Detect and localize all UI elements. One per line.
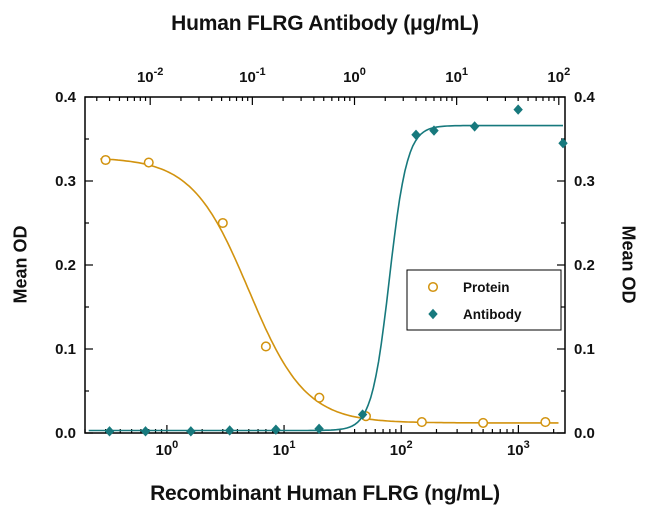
svg-text:102: 102 [547, 66, 570, 86]
protein-point-marker [217, 217, 228, 229]
protein-point-marker [100, 154, 111, 166]
protein-point-marker [260, 341, 271, 352]
svg-text:103: 103 [507, 439, 530, 459]
antibody-point-marker [558, 138, 568, 149]
antibody-point-marker [140, 426, 151, 437]
protein-point-marker [540, 417, 551, 428]
protein-point-marker [478, 417, 489, 428]
svg-text:102: 102 [390, 439, 413, 459]
protein-point-marker [143, 157, 154, 168]
svg-text:0.0: 0.0 [55, 425, 76, 442]
svg-text:100: 100 [343, 66, 366, 86]
top-axis-title: Human FLRG Antibody (μg/mL) [171, 12, 479, 35]
antibody-point-marker [104, 426, 115, 437]
svg-text:0.2: 0.2 [574, 257, 595, 274]
svg-text:0.3: 0.3 [55, 173, 76, 190]
legend-protein-marker [427, 281, 439, 293]
legend-antibody-label: Antibody [463, 307, 522, 322]
legend-antibody-marker [428, 308, 438, 320]
protein-data-points [100, 154, 551, 428]
svg-text:0.1: 0.1 [574, 341, 595, 358]
plot-frame [84, 96, 566, 434]
protein-point-marker [314, 392, 325, 403]
top-axis-tick-labels: 10-2 10-1 100 101 102 [137, 66, 570, 86]
svg-text:0.4: 0.4 [574, 89, 596, 106]
antibody-point-marker [314, 423, 324, 434]
svg-text:100: 100 [155, 439, 178, 459]
svg-text:0.0: 0.0 [574, 425, 595, 442]
top-axis-ticks [96, 97, 560, 105]
svg-text:0.2: 0.2 [55, 257, 76, 274]
svg-text:101: 101 [273, 439, 296, 459]
antibody-point-marker [411, 129, 421, 140]
antibody-point-marker [186, 426, 196, 437]
antibody-curve [88, 124, 563, 432]
antibody-data-points [104, 104, 568, 437]
y-axis-tick-labels: 0.0 0.0 0.1 0.1 0.2 0.2 0.3 0.3 0.4 0.4 [55, 89, 595, 442]
svg-text:101: 101 [445, 66, 468, 86]
antibody-point-marker [429, 125, 439, 136]
antibody-point-marker [357, 409, 368, 420]
bottom-axis-tick-labels: 100 101 102 103 [155, 439, 529, 459]
antibody-point-marker [513, 104, 523, 115]
legend-protein-label: Protein [463, 280, 510, 295]
y-axis-ticks [85, 96, 565, 434]
protein-point-marker [416, 417, 427, 428]
legend: Protein Antibody [406, 269, 562, 331]
svg-text:0.1: 0.1 [55, 341, 76, 358]
bottom-axis-title: Recombinant Human FLRG (ng/mL) [150, 482, 500, 505]
svg-text:0.3: 0.3 [574, 173, 595, 190]
antibody-point-marker [469, 121, 480, 132]
antibody-point-marker [224, 425, 235, 436]
legend-box [406, 269, 562, 331]
svg-text:10-2: 10-2 [137, 66, 163, 86]
svg-text:0.4: 0.4 [55, 89, 77, 106]
antibody-point-marker [271, 424, 281, 435]
svg-text:10-1: 10-1 [239, 66, 265, 86]
